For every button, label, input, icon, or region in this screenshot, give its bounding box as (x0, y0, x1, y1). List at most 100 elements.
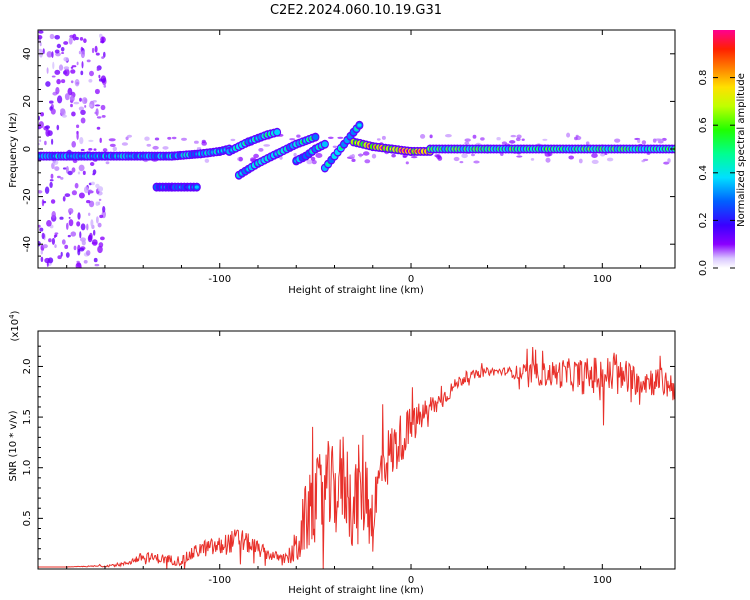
heatmap-noise-blob (496, 137, 501, 141)
heatmap-noise-blob (67, 87, 73, 96)
heatmap-noise-blob (57, 95, 63, 104)
heatmap-noise-blob (39, 42, 42, 47)
snr-y-tick-label: 1.0 (22, 460, 33, 476)
heatmap-cell-core (357, 123, 362, 127)
heatmap-y-ticks: -40 -20 0 20 40 (22, 29, 675, 269)
heatmap-noise-blob (80, 148, 85, 152)
heatmap-noise-blob (310, 156, 316, 161)
heatmap-noise-blob (96, 126, 101, 130)
heatmap-noise-blob (39, 227, 44, 232)
heatmap-noise-blob (45, 129, 51, 137)
heatmap-noise-blob (79, 137, 84, 145)
heatmap-noise-blob (44, 140, 47, 146)
heatmap-noise-blob (641, 140, 647, 145)
heatmap-noise-blob (38, 121, 44, 129)
heatmap-noise-blob (293, 152, 297, 157)
heatmap-noise-blob (108, 138, 116, 142)
heatmap-noise-blob (152, 145, 159, 150)
heatmap-noise-blob (60, 251, 63, 257)
heatmap-noise-blob (54, 69, 61, 75)
heatmap-y-tick-label: -20 (22, 188, 33, 204)
heatmap-xlabel: Height of straight line (km) (288, 285, 424, 296)
heatmap-noise-blob (97, 186, 104, 192)
heatmap-noise-blob (371, 153, 377, 159)
heatmap-noise-blob (196, 147, 202, 150)
heatmap-noise-blob (77, 212, 81, 220)
snr-ylabel: SNR (10 * v/v) (8, 410, 19, 481)
heatmap-noise-blob (70, 69, 76, 74)
heatmap-noise-blob (80, 50, 85, 59)
heatmap-noise-blob (289, 138, 296, 141)
heatmap-noise-blob (402, 155, 407, 158)
heatmap-noise-blob (80, 70, 84, 76)
snr-x-tick-label: 100 (593, 575, 612, 586)
heatmap-noise-blob (279, 156, 283, 160)
heatmap-noise-blob (52, 160, 59, 166)
heatmap-noise-blob (258, 148, 264, 152)
heatmap-cell-mid (312, 134, 319, 141)
heatmap-noise-blob (657, 138, 664, 144)
heatmap-noise-blob (56, 124, 60, 131)
heatmap-noise-blob (45, 125, 50, 130)
heatmap-noise-blob (80, 117, 86, 124)
colorbar-tick-label: 0.6 (698, 117, 709, 133)
heatmap-noise-blob (71, 190, 77, 196)
heatmap-noise-blob (65, 252, 70, 258)
heatmap-noise-blob (79, 37, 84, 41)
heatmap-noise-blob (99, 214, 104, 219)
heatmap-noise-blob (40, 250, 43, 255)
heatmap-noise-blob (63, 41, 69, 45)
snr-y-tick-label: 0.5 (22, 510, 33, 526)
heatmap-noise-blob (76, 132, 79, 140)
heatmap-noise-blob (57, 255, 62, 260)
heatmap-noise-blob (54, 166, 60, 172)
heatmap-trace (292, 139, 329, 166)
heatmap-trace (234, 132, 320, 180)
heatmap-noise-blob (93, 229, 96, 236)
heatmap-noise-blob (358, 153, 363, 158)
heatmap-x-tick-label: 100 (593, 274, 612, 285)
heatmap-traces (38, 30, 675, 268)
heatmap-noise-blob (62, 167, 67, 170)
heatmap-panel: -100 0 100 -40 -20 0 20 40 Height of straight … (8, 29, 676, 296)
heatmap-trace (225, 127, 282, 156)
heatmap-trace (152, 182, 201, 192)
heatmap-noise-blob (50, 108, 56, 115)
heatmap-noise-blob (461, 153, 468, 159)
heatmap-noise-blob (98, 201, 101, 206)
heatmap-noise-blob (46, 67, 49, 74)
heatmap-noise-blob (51, 51, 54, 58)
heatmap-noise-blob (445, 134, 452, 138)
heatmap-noise-blob (472, 134, 477, 139)
colorbar: 0.0 0.2 0.4 0.6 0.8 Normalized spectral ampl… (698, 30, 747, 276)
heatmap-noise-blob (60, 47, 65, 52)
heatmap-noise-blob (56, 78, 61, 85)
heatmap-noise-blob (121, 142, 128, 146)
heatmap-noise-blob (420, 134, 426, 139)
heatmap-noise-blob (376, 138, 381, 141)
heatmap-noise-blob (86, 223, 89, 231)
heatmap-noise-blob (480, 137, 485, 141)
heatmap-noise-blob (50, 199, 56, 204)
heatmap-noise-blob (351, 158, 356, 162)
heatmap-noise-blob (171, 136, 177, 140)
heatmap-noise-blob (92, 173, 96, 176)
heatmap-noise-blob (90, 219, 94, 227)
heatmap-noise-blob (95, 108, 99, 116)
heatmap-noise-blob (71, 65, 77, 68)
snr-plot-area (38, 331, 675, 569)
heatmap-noise-blob (663, 161, 670, 165)
heatmap-noise-blob (78, 263, 82, 268)
heatmap-noise-blob (41, 232, 45, 240)
heatmap-noise-blob (515, 137, 521, 142)
heatmap-noise-blob (77, 171, 81, 175)
heatmap-noise-blob (91, 47, 95, 54)
heatmap-noise-blob (64, 68, 70, 77)
heatmap-noise-blob (88, 148, 93, 151)
heatmap-noise-blob (296, 134, 301, 138)
heatmap-noise-blob (95, 52, 100, 56)
heatmap-noise-blob (61, 79, 66, 84)
heatmap-noise-blob (58, 64, 64, 71)
heatmap-noise-blob (59, 216, 64, 220)
heatmap-noise-blob (51, 75, 56, 78)
